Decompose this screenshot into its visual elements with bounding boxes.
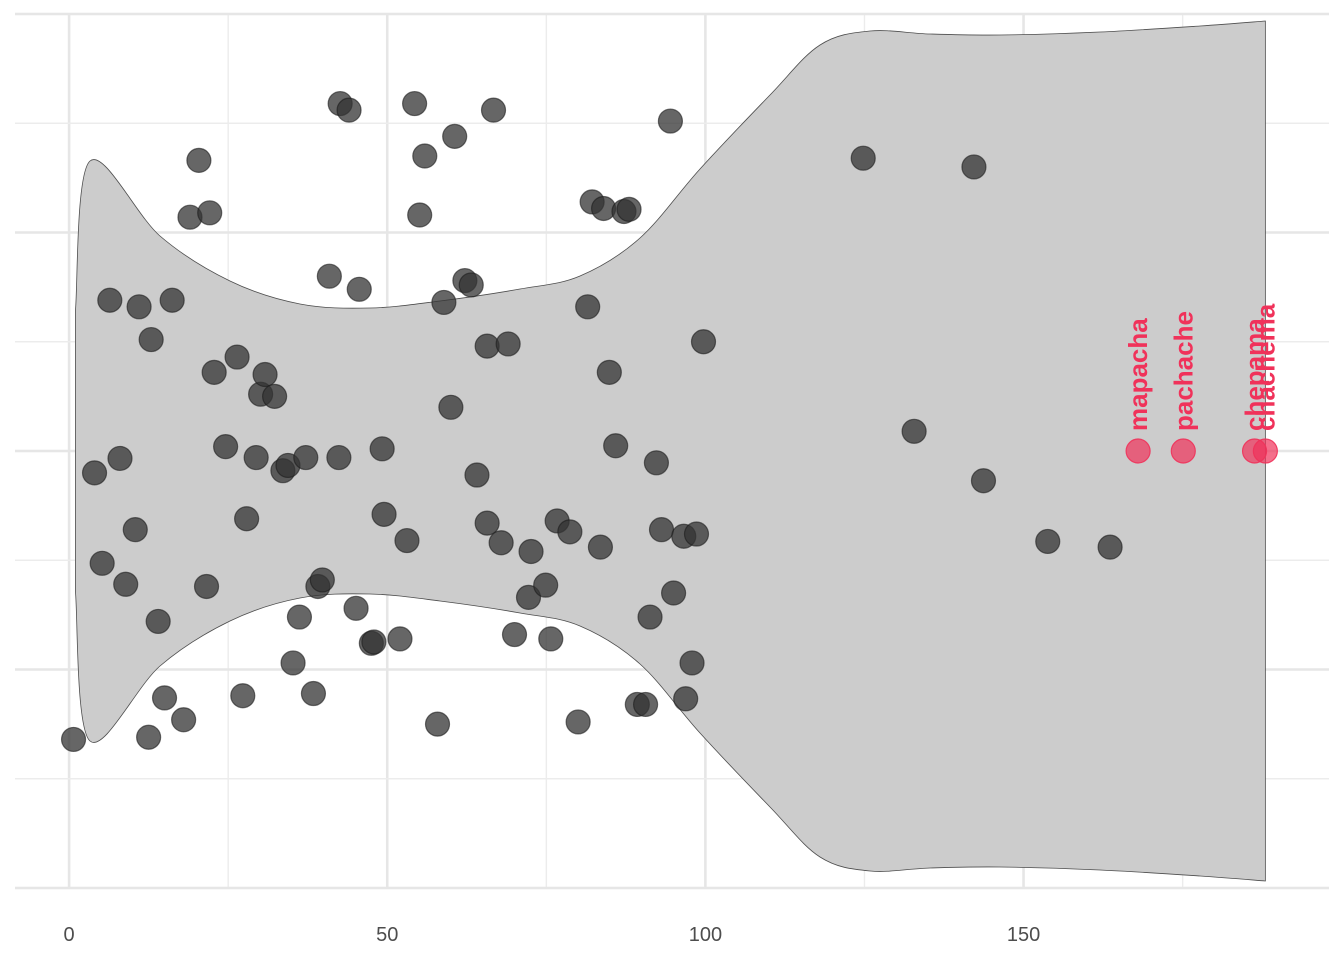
data-point xyxy=(224,344,250,370)
data-point xyxy=(442,123,468,149)
data-point xyxy=(293,444,319,471)
data-point xyxy=(145,608,171,635)
highlighted-point xyxy=(1252,438,1278,464)
data-point xyxy=(336,97,362,123)
data-point xyxy=(970,468,997,494)
data-point xyxy=(136,724,162,750)
data-point xyxy=(346,276,372,302)
data-point xyxy=(89,550,115,576)
data-point xyxy=(402,90,428,117)
data-point xyxy=(424,711,451,737)
data-point xyxy=(438,394,464,420)
data-point xyxy=(326,444,352,471)
highlighted-point xyxy=(1125,438,1151,464)
data-point xyxy=(480,97,507,123)
data-point xyxy=(565,709,591,735)
data-point xyxy=(122,517,148,543)
data-point xyxy=(575,294,601,320)
data-point xyxy=(197,200,223,226)
data-points xyxy=(60,90,1123,753)
x-tick-label: 150 xyxy=(1007,924,1040,946)
data-point xyxy=(361,629,387,655)
data-point xyxy=(60,726,87,753)
data-point xyxy=(280,650,306,676)
data-point xyxy=(596,359,622,385)
data-point xyxy=(673,686,699,712)
data-point xyxy=(643,450,670,476)
data-point xyxy=(309,567,335,593)
data-point xyxy=(557,519,583,545)
x-axis-tick-labels: 0 50 100 150 xyxy=(64,924,1041,946)
data-point xyxy=(159,287,185,313)
data-point xyxy=(193,573,220,600)
data-point xyxy=(683,521,710,547)
data-point xyxy=(538,626,564,652)
data-point xyxy=(518,538,544,565)
data-point xyxy=(474,510,500,536)
data-point xyxy=(637,604,663,630)
data-point xyxy=(394,527,420,554)
data-point xyxy=(262,383,288,409)
highlighted-point-label: chachema xyxy=(1250,303,1280,431)
data-point xyxy=(690,329,717,355)
data-point xyxy=(961,154,987,180)
data-point xyxy=(850,145,876,171)
data-point xyxy=(213,434,239,460)
data-point xyxy=(495,331,521,357)
data-point xyxy=(412,143,438,169)
data-point xyxy=(533,572,559,598)
data-point xyxy=(81,460,108,486)
data-point xyxy=(488,530,514,556)
data-point xyxy=(371,501,397,527)
data-point xyxy=(107,445,133,472)
data-point xyxy=(679,650,705,676)
data-point xyxy=(113,571,139,597)
data-point xyxy=(464,462,490,488)
data-point xyxy=(201,359,227,385)
data-point xyxy=(407,202,433,228)
data-point xyxy=(186,147,212,173)
data-point xyxy=(501,621,528,648)
x-tick-label: 0 xyxy=(64,924,75,946)
data-point xyxy=(648,517,675,543)
data-point xyxy=(603,433,629,459)
data-point xyxy=(230,683,256,709)
data-point xyxy=(300,680,327,707)
data-point xyxy=(343,595,369,621)
data-point xyxy=(369,436,395,462)
data-point xyxy=(616,196,642,222)
data-point xyxy=(901,418,927,444)
data-point xyxy=(151,685,178,711)
data-point xyxy=(458,272,484,298)
x-tick-label: 50 xyxy=(376,924,398,946)
data-point xyxy=(171,707,197,733)
data-point xyxy=(660,580,687,606)
data-point xyxy=(1097,534,1123,560)
data-point xyxy=(243,444,269,471)
data-point xyxy=(515,584,542,610)
highlighted-point-label: chepama xyxy=(1240,318,1270,431)
highlighted-point-label: pachache xyxy=(1168,311,1198,431)
highlighted-point xyxy=(1170,438,1196,464)
data-point xyxy=(474,333,500,359)
highlighted-point-label: mapacha xyxy=(1123,318,1153,431)
data-point xyxy=(387,626,413,652)
data-point xyxy=(126,294,152,320)
data-point xyxy=(587,534,614,560)
data-point xyxy=(234,506,260,532)
data-point xyxy=(632,691,659,718)
data-point xyxy=(97,287,123,313)
data-point xyxy=(657,108,684,134)
data-point xyxy=(286,604,313,630)
x-tick-label: 100 xyxy=(689,924,722,946)
data-point xyxy=(316,263,342,289)
data-point xyxy=(431,289,457,316)
data-point xyxy=(252,361,278,388)
data-point xyxy=(138,326,164,353)
data-point xyxy=(1035,528,1061,555)
